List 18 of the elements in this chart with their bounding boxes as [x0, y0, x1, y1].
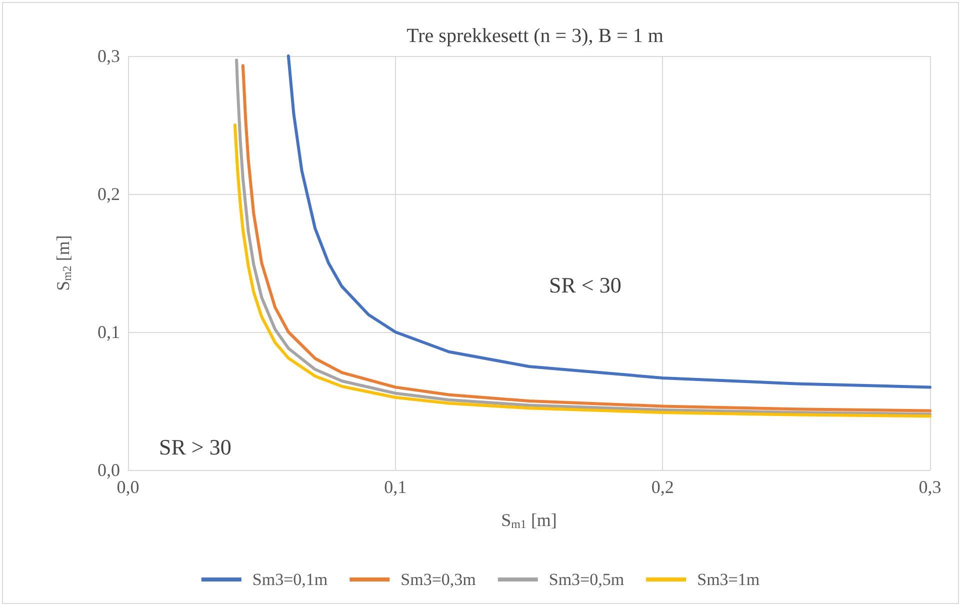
legend-label: Sm3=0,1m	[252, 570, 328, 589]
line-series	[286, 54, 932, 389]
chart-title: Tre sprekkesett (n = 3), B = 1 m	[406, 25, 664, 47]
x-tick-label: 0,1	[384, 477, 407, 497]
legend-label: Sm3=1m	[697, 570, 760, 589]
x-tick-label: 0,0	[116, 477, 140, 497]
legend-label: Sm3=0,3m	[400, 570, 476, 589]
y-axis-title: Sm2 [m]	[53, 235, 74, 291]
y-tick-label: 0,1	[98, 322, 120, 342]
y-tick-label: 0,3	[98, 46, 120, 66]
legend-label: Sm3=0,5m	[548, 570, 624, 589]
x-tick-label: 0,2	[651, 477, 674, 497]
y-tick-label: 0,2	[98, 184, 120, 204]
annotation: SR > 30	[159, 434, 232, 460]
line-series	[233, 124, 932, 418]
y-tick-label: 0,0	[98, 460, 120, 480]
annotation: SR < 30	[549, 272, 622, 298]
x-tick-label: 0,3	[918, 477, 942, 497]
